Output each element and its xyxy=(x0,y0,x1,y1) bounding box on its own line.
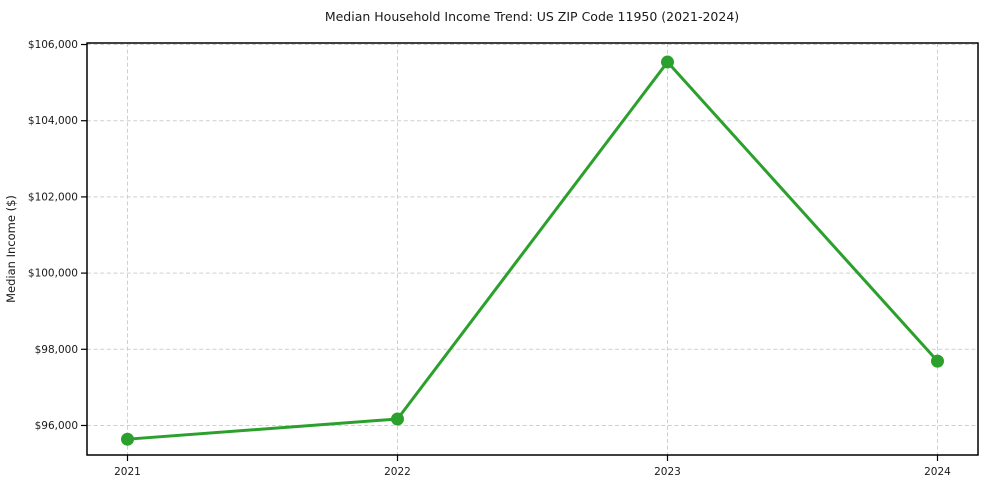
axes-frame-layer xyxy=(86,42,979,456)
data-point-marker xyxy=(121,432,134,446)
tick-layer: $96,000 $98,000 $100,000 $102,000 $104,000 $1… xyxy=(28,39,951,478)
x-tick-label: 2023 xyxy=(654,466,681,478)
data-point-marker xyxy=(391,412,404,426)
data-point-marker xyxy=(661,55,674,69)
y-tick-label: $96,000 xyxy=(35,420,78,432)
y-tick-label: $100,000 xyxy=(28,268,78,280)
x-tick-label: 2024 xyxy=(924,466,951,478)
chart-title: Median Household Income Trend: US ZIP Co… xyxy=(325,9,739,24)
y-tick-label: $98,000 xyxy=(35,344,78,356)
y-axis-title: Median Income ($) xyxy=(4,195,18,303)
x-tick-label: 2022 xyxy=(384,466,411,478)
x-tick-label: 2021 xyxy=(114,466,141,478)
y-tick-label: $104,000 xyxy=(28,115,78,127)
income-trend-line xyxy=(126,60,939,441)
series-layer xyxy=(121,55,944,446)
y-tick-label: $106,000 xyxy=(28,39,78,51)
axes-frame xyxy=(86,42,979,456)
grid-layer xyxy=(87,43,978,455)
data-point-marker xyxy=(931,354,944,368)
y-tick-label: $102,000 xyxy=(28,191,78,203)
